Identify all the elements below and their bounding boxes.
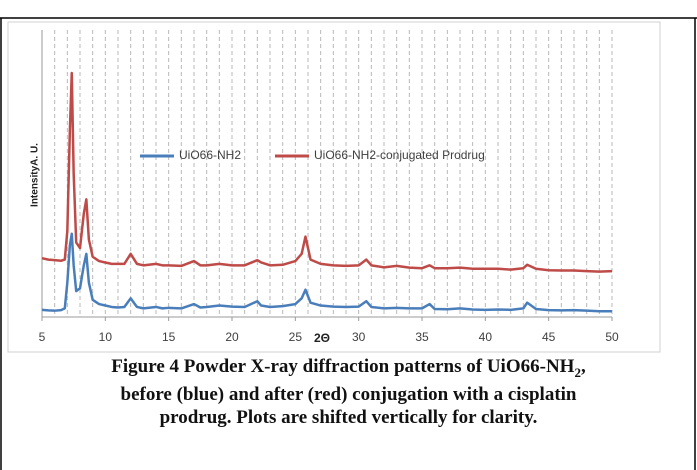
x-tick-label: 40	[479, 330, 493, 344]
x-axis-label: 2Θ	[314, 331, 330, 345]
x-tick-label: 50	[605, 330, 619, 344]
x-tick-label: 5	[39, 330, 46, 344]
x-tick-label: 45	[542, 330, 556, 344]
x-tick-label: 25	[289, 330, 303, 344]
caption-line: prodrug. Plots are shifted vertically fo…	[159, 406, 538, 428]
y-axis-label: IntensityA. U.	[30, 143, 41, 207]
caption-text: ,	[580, 356, 586, 377]
legend-label: UiO66-NH2	[179, 148, 241, 162]
x-tick-label: 30	[352, 330, 366, 344]
caption-subscript: 2	[574, 364, 581, 380]
legend-label: UiO66-NH2-conjugated Prodrug	[314, 148, 485, 162]
chart-area	[7, 21, 661, 353]
x-tick-label: 35	[415, 330, 429, 344]
data-line	[41, 232, 612, 313]
x-tick-label: 10	[99, 330, 113, 344]
caption-text: Figure 4 Powder X-ray diffraction patter…	[111, 356, 575, 377]
caption: Figure 4 Powder X-ray diffraction patter…	[0, 356, 697, 429]
data-line	[41, 71, 613, 273]
x-tick-label: 15	[162, 330, 176, 344]
caption-line: before (blue) and after (red) conjugatio…	[120, 384, 577, 406]
caption-line: Figure 4 Powder X-ray diffraction patter…	[0, 356, 697, 384]
x-tick-label: 20	[225, 330, 239, 344]
